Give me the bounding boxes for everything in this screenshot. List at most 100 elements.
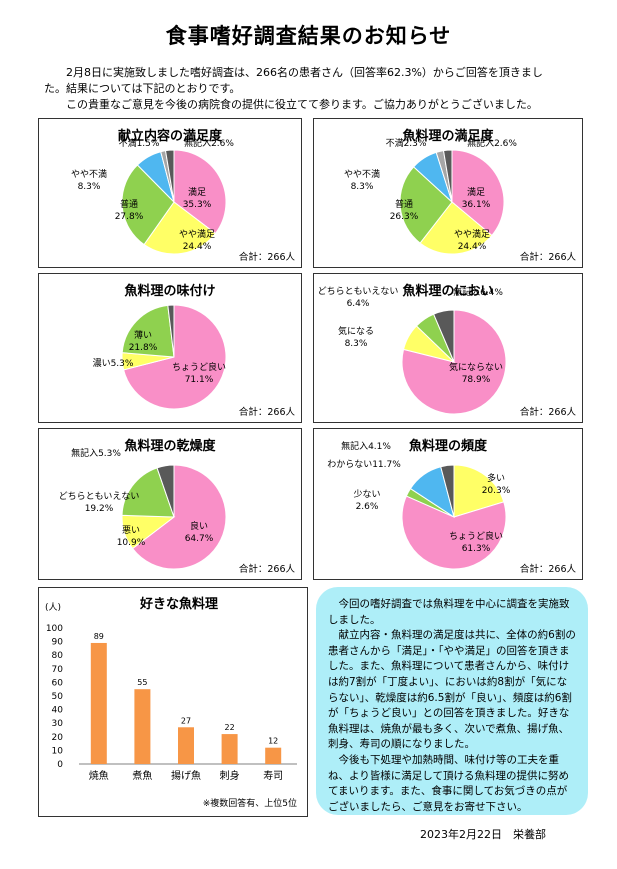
slice-label: 気にならない bbox=[449, 361, 503, 373]
slice-percent: 6.4% bbox=[347, 299, 370, 309]
slice-percent: 20.3% bbox=[482, 486, 511, 496]
pie-panel-fish-seasoning: 魚料理の味付け ちょうど良い 71.1% 濃い5.3% 薄い 21.8% 合計：266人 bbox=[38, 273, 302, 423]
slice-percent: 24.4% bbox=[458, 242, 487, 252]
pie-chart: 気にならない 78.9% 気になる 8.3% どちらともいえない 6.4% 無記入6.4% bbox=[318, 286, 507, 415]
slice-percent: 8.3% bbox=[351, 182, 374, 192]
y-tick-label: 60 bbox=[52, 678, 64, 688]
bar-chart-panel: 好きな魚料理 (人) 0 10 20 30 40 50 60 70 80 90 100 89 焼魚 55 煮魚 2… bbox=[38, 587, 308, 817]
slice-percent: 2.6% bbox=[356, 502, 379, 512]
bar-chart: 好きな魚料理 (人) 0 10 20 30 40 50 60 70 80 90 100 89 焼魚 55 煮魚 2… bbox=[45, 596, 297, 809]
slice-percent: 64.7% bbox=[185, 534, 214, 544]
slice-label: ちょうど良い bbox=[449, 530, 503, 542]
slice-percent: 61.3% bbox=[462, 544, 491, 554]
bar-chart-title: 好きな魚料理 bbox=[139, 596, 218, 612]
pie-chart: 多い 20.3% ちょうど良い 61.3% 少ない 2.6% わからない11.7% 無記入4.… bbox=[327, 440, 511, 570]
panel-title: 魚料理のにおい bbox=[402, 284, 494, 299]
panel-title: 魚料理の乾燥度 bbox=[124, 439, 216, 454]
total-count: 合計：266人 bbox=[519, 407, 576, 418]
pie-slice-無記入 bbox=[442, 149, 453, 203]
summary-note: 今回の嗜好調査では魚料理を中心に調査を実施致しました。 献立内容・魚料理の満足度… bbox=[316, 587, 588, 815]
slice-label: やや満足 bbox=[179, 229, 215, 240]
slice-percent: 71.1% bbox=[185, 375, 214, 385]
footer-date-department: 2023年2月22日 栄養部 bbox=[420, 828, 546, 841]
pie-slice-普通 bbox=[399, 166, 453, 244]
slice-label: 満足 bbox=[467, 187, 485, 198]
panel-title: 魚料理の頻度 bbox=[408, 439, 487, 454]
slice-label: 薄い bbox=[134, 329, 152, 341]
slice-label: わからない11.7% bbox=[327, 459, 401, 470]
total-count: 合計：266人 bbox=[519, 564, 576, 575]
x-tick-label: 揚げ魚 bbox=[171, 769, 201, 782]
pie-slice-ちょうど良い bbox=[401, 495, 507, 570]
x-tick-label: 寿司 bbox=[263, 769, 283, 782]
pie-panel-fish-smell: 魚料理のにおい 気にならない 78.9% 気になる 8.3% どちらともいえない 6.4%… bbox=[313, 273, 583, 423]
y-tick-label: 90 bbox=[52, 638, 64, 648]
slice-label: 無記入2.6% bbox=[184, 137, 234, 149]
panel-title: 魚料理の味付け bbox=[124, 284, 216, 299]
slice-percent: 36.1% bbox=[462, 200, 491, 210]
panel-title: 献立内容の満足度 bbox=[117, 129, 222, 144]
slice-label: 無記入4.1% bbox=[341, 440, 391, 452]
bar-value-label: 22 bbox=[225, 723, 235, 732]
pie-chart: 良い 64.7% 悪い 10.9% どちらともいえない 19.2% 無記入5.3% bbox=[59, 447, 227, 570]
slice-percent: 10.9% bbox=[117, 538, 146, 548]
slice-label: どちらともいえない bbox=[59, 491, 140, 502]
pie-panel-fish-frequency: 魚料理の頻度 多い 20.3% ちょうど良い 61.3% 少ない 2.6% わからない11.… bbox=[313, 428, 583, 580]
slice-percent: 8.3% bbox=[345, 339, 368, 349]
slice-label: 満足 bbox=[188, 187, 206, 198]
note-paragraph: 今後も下処理や加熱時間、味付け等の工夫を重ね、より皆様に満足して頂ける魚料理の提… bbox=[328, 753, 569, 813]
slice-label: 無記入5.3% bbox=[71, 447, 121, 459]
pie-slice-薄い bbox=[121, 304, 175, 358]
page-title: 食事嗜好調査結果のお知らせ bbox=[165, 24, 452, 48]
slice-percent: 35.3% bbox=[183, 200, 212, 210]
y-tick-label: 40 bbox=[52, 706, 64, 716]
pie-slice-満足 bbox=[451, 149, 505, 237]
panel-title: 魚料理の満足度 bbox=[402, 129, 494, 144]
pie-slice-良い bbox=[131, 464, 227, 570]
slice-label: やや不満 bbox=[344, 169, 380, 180]
y-tick-label: 80 bbox=[52, 651, 64, 661]
note-paragraph: 今回の嗜好調査では魚料理を中心に調査を実施致しました。 bbox=[328, 598, 570, 626]
slice-percent: 19.2% bbox=[85, 504, 114, 514]
slice-label: やや不満 bbox=[71, 169, 107, 180]
y-tick-label: 10 bbox=[52, 746, 64, 756]
intro-line: 2月8日に実施致しました嗜好調査は、266名の患者さん（回答率62.3%）からご… bbox=[66, 66, 543, 79]
slice-label: 不満2.3% bbox=[386, 138, 427, 149]
bar-刺身 bbox=[221, 734, 238, 764]
total-count: 合計：266人 bbox=[238, 564, 295, 575]
pie-slice-無記入 bbox=[440, 464, 455, 518]
slice-label: 少ない bbox=[353, 489, 380, 500]
total-count: 合計：266人 bbox=[519, 252, 576, 263]
y-tick-label: 100 bbox=[46, 624, 63, 634]
pie-slice-やや満足 bbox=[419, 201, 493, 255]
slice-label: 濃い5.3% bbox=[93, 357, 134, 369]
pie-slice-普通 bbox=[121, 164, 175, 246]
x-tick-label: 刺身 bbox=[220, 769, 240, 782]
slice-label: 気になる bbox=[338, 325, 374, 337]
bar-寿司 bbox=[265, 747, 282, 764]
slice-label: 普通 bbox=[120, 198, 138, 210]
slice-label: やや満足 bbox=[454, 229, 490, 240]
pie-chart: 満足 36.1% やや満足 24.4% 普通 26.3% やや不満 8.3% 不満2.3% 無記入… bbox=[344, 137, 517, 255]
pie-chart: ちょうど良い 71.1% 濃い5.3% 薄い 21.8% bbox=[93, 304, 227, 410]
bar-焼魚 bbox=[90, 642, 107, 764]
slice-label: 無記入2.6% bbox=[467, 137, 517, 149]
y-axis-label: (人) bbox=[45, 602, 61, 613]
slice-label: 不満1.5% bbox=[119, 138, 160, 149]
y-tick-label: 70 bbox=[52, 665, 64, 675]
slice-percent: 26.3% bbox=[390, 212, 419, 222]
total-count: 合計：266人 bbox=[238, 407, 295, 418]
pie-slice-ちょうど良い bbox=[123, 304, 227, 410]
pie-panel-menu-satisfaction: 献立内容の満足度 満足 35.3% やや満足 24.4% 普通 27.8% やや不満 8.3%… bbox=[38, 118, 302, 268]
pie-chart: 満足 35.3% やや満足 24.4% 普通 27.8% やや不満 8.3% 不満1.5% 無記入… bbox=[71, 137, 234, 255]
intro-line: た。結果については下記のとおりです。 bbox=[44, 82, 241, 95]
slice-percent: 21.8% bbox=[129, 343, 158, 353]
slice-label: ちょうど良い bbox=[172, 361, 226, 373]
y-tick-label: 30 bbox=[52, 719, 64, 729]
pie-slice-満足 bbox=[173, 149, 227, 235]
slice-label: 普通 bbox=[395, 198, 413, 210]
y-tick-label: 50 bbox=[52, 692, 64, 702]
note-paragraph: 献立内容・魚料理の満足度は共に、全体の約6割の患者さんから「満足」・「やや満足」… bbox=[328, 629, 576, 751]
bar-value-label: 55 bbox=[137, 678, 147, 687]
pie-slice-無記入 bbox=[167, 304, 175, 358]
